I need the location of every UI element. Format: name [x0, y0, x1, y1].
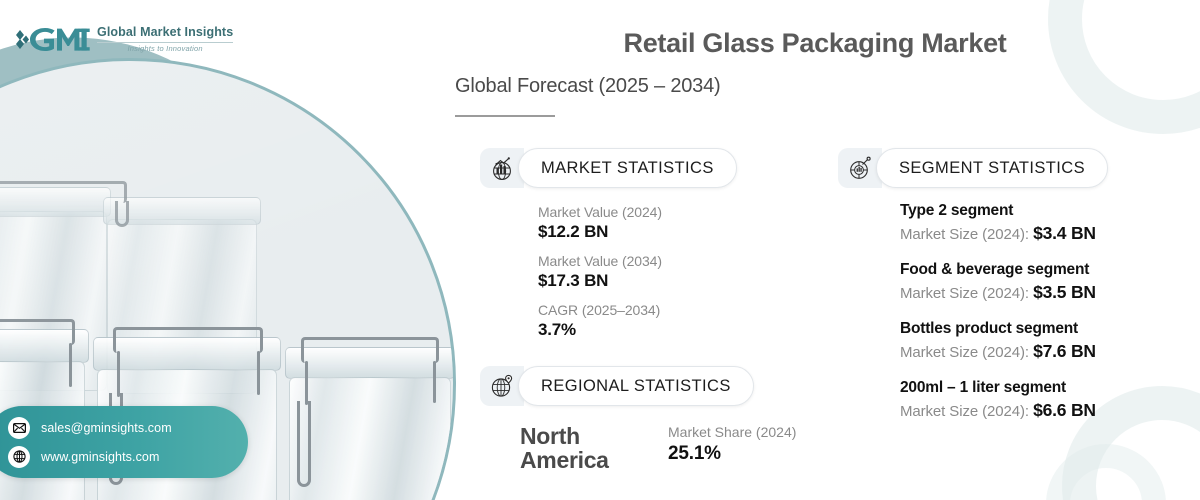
market-statistics-list: Market Value (2024) $12.2 BN Market Valu…	[480, 204, 810, 340]
segment-name: Food & beverage segment	[900, 261, 1090, 278]
market-value-2034-label: Market Value (2034)	[538, 253, 662, 269]
contact-email-row[interactable]: sales@gminsights.com	[8, 416, 232, 439]
segment-size-line: Market Size (2024): $6.6 BN	[900, 400, 1178, 421]
segment-size-value: $6.6 BN	[1033, 400, 1096, 420]
segment-size-value: $3.4 BN	[1033, 223, 1096, 243]
regional-statistics-label: REGIONAL STATISTICS	[541, 376, 731, 395]
region-share-block: Market Share (2024) 25.1%	[668, 424, 796, 465]
brand-logo-text: Global Market Insights Insights to Innov…	[97, 25, 234, 53]
gmi-logo-icon	[14, 24, 90, 54]
segment-size-label: Market Size (2024):	[900, 403, 1029, 420]
page-subtitle: Global Forecast (2025 – 2034)	[455, 75, 721, 97]
segment-size-line: Market Size (2024): $7.6 BN	[900, 341, 1178, 362]
cagr-label: CAGR (2025–2034)	[538, 302, 661, 318]
market-value-2024-value: $12.2 BN	[538, 222, 609, 241]
regional-statistics-pill: REGIONAL STATISTICS	[518, 366, 754, 406]
segment-statistics-header: SEGMENT STATISTICS	[838, 148, 1178, 188]
globe-bar-chart-icon	[480, 148, 524, 188]
header-block: Retail Glass Packaging Market Global For…	[455, 28, 1175, 117]
contact-panel: sales@gminsights.com www.gminsights.com	[0, 406, 248, 478]
regional-statistics-header: REGIONAL STATISTICS	[480, 366, 810, 406]
donut-chart-arrow-icon	[838, 148, 882, 188]
segment-size-label: Market Size (2024):	[900, 226, 1029, 243]
market-value-2034-value: $17.3 BN	[538, 271, 609, 290]
market-value-2024-label: Market Value (2024)	[538, 204, 662, 220]
header-divider	[455, 115, 555, 117]
page-title: Retail Glass Packaging Market	[623, 28, 1007, 58]
segment-size-value: $3.5 BN	[1033, 282, 1096, 302]
market-statistics-header: MARKET STATISTICS	[480, 148, 810, 188]
logo-divider	[97, 41, 234, 43]
segment-size-value: $7.6 BN	[1033, 341, 1096, 361]
regional-statistics-body: North America Market Share (2024) 25.1%	[480, 424, 810, 472]
market-statistics-label: MARKET STATISTICS	[541, 158, 714, 177]
brand-logo[interactable]: Global Market Insights Insights to Innov…	[14, 24, 234, 54]
segment-size-label: Market Size (2024):	[900, 344, 1029, 361]
contact-website-text: www.gminsights.com	[41, 449, 160, 464]
list-item: Market Value (2024) $12.2 BN	[538, 204, 810, 242]
segment-name: 200ml – 1 liter segment	[900, 379, 1066, 396]
cagr-value: 3.7%	[538, 320, 576, 339]
list-item: Food & beverage segment Market Size (202…	[900, 261, 1178, 303]
list-item: Market Value (2034) $17.3 BN	[538, 253, 810, 291]
brand-name: Global Market Insights	[97, 25, 234, 39]
segment-size-line: Market Size (2024): $3.5 BN	[900, 282, 1178, 303]
hero-image-block: sales@gminsights.com www.gminsights.com	[0, 0, 470, 500]
list-item: Type 2 segment Market Size (2024): $3.4 …	[900, 202, 1178, 244]
list-item: 200ml – 1 liter segment Market Size (202…	[900, 379, 1178, 421]
segment-statistics-list: Type 2 segment Market Size (2024): $3.4 …	[838, 202, 1178, 421]
segment-size-line: Market Size (2024): $3.4 BN	[900, 223, 1178, 244]
globe-icon	[8, 445, 30, 468]
segment-name: Type 2 segment	[900, 202, 1014, 219]
region-share-label: Market Share (2024)	[668, 424, 797, 440]
left-stats-column: MARKET STATISTICS Market Value (2024) $1…	[480, 148, 810, 472]
segment-stats-column: SEGMENT STATISTICS Type 2 segment Market…	[838, 148, 1178, 438]
envelope-icon	[8, 416, 30, 439]
region-share-value: 25.1%	[668, 443, 721, 464]
contact-email-text: sales@gminsights.com	[41, 420, 172, 435]
segment-statistics-label: SEGMENT STATISTICS	[899, 158, 1085, 177]
list-item: Bottles product segment Market Size (202…	[900, 320, 1178, 362]
market-statistics-pill: MARKET STATISTICS	[518, 148, 737, 188]
region-name: North America	[520, 423, 609, 474]
segment-name: Bottles product segment	[900, 320, 1078, 337]
contact-website-row[interactable]: www.gminsights.com	[8, 445, 232, 468]
glass-jars-illustration	[0, 61, 453, 500]
globe-pin-icon	[480, 366, 524, 406]
list-item: CAGR (2025–2034) 3.7%	[538, 302, 810, 340]
segment-size-label: Market Size (2024):	[900, 285, 1029, 302]
brand-tagline: Insights to Innovation	[127, 43, 203, 53]
segment-statistics-pill: SEGMENT STATISTICS	[876, 148, 1108, 188]
